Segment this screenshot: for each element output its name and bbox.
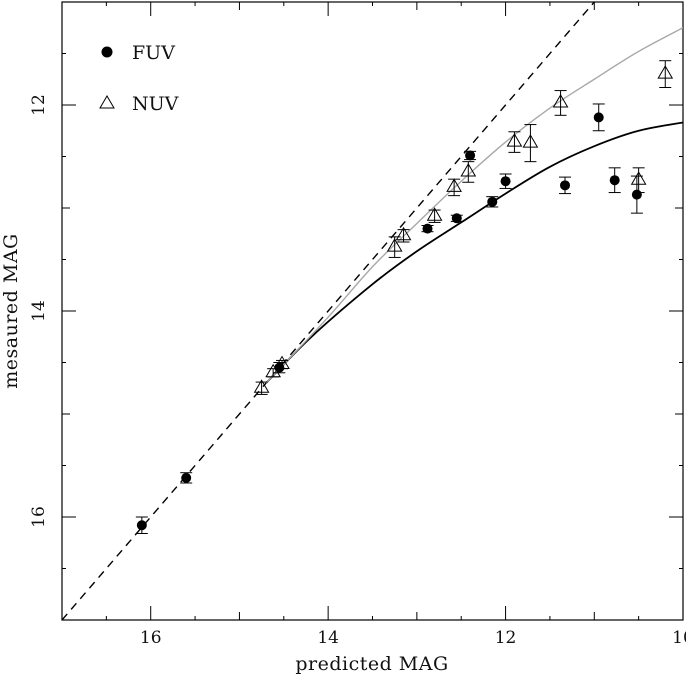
nuv-marker (274, 355, 290, 370)
y-tick-label: 16 (29, 506, 49, 528)
tick-marks (61, 1, 684, 621)
fuv-point (559, 176, 572, 195)
nuv-point (630, 167, 647, 194)
nuv-marker (265, 363, 282, 378)
nuv-marker (386, 238, 403, 252)
NUV-model-line (265, 27, 683, 384)
x-tick-label: 16 (140, 628, 162, 648)
nuv-marker (506, 133, 523, 147)
fuv-marker (451, 213, 462, 224)
nuv-marker (253, 379, 270, 393)
legend-fuv-marker (101, 46, 113, 58)
nuv-point (386, 236, 403, 258)
nuv-marker (552, 93, 569, 108)
nuv-point (552, 90, 569, 116)
fuv-marker (500, 176, 511, 187)
fuv-marker (609, 175, 620, 186)
x-tick-label: 10 (672, 628, 686, 648)
legend-nuv-label: NUV (132, 93, 179, 115)
fuv-marker (631, 189, 642, 200)
nuv-point (522, 124, 539, 163)
nuv-point (395, 226, 412, 243)
nuv-marker (630, 171, 647, 185)
fuv-marker (465, 150, 476, 161)
fuv-point (464, 150, 477, 161)
fuv-point (486, 196, 499, 208)
fuv-point (499, 173, 512, 189)
fuv-marker (181, 472, 192, 483)
y-tick-label: 12 (29, 94, 49, 116)
fuv-point (180, 472, 193, 484)
fuv-marker (487, 196, 498, 207)
fuv-point (450, 213, 463, 224)
y-tick-label: 14 (29, 300, 49, 322)
x-tick-label: 14 (317, 628, 339, 648)
fuv-marker (560, 180, 571, 191)
nuv-point (253, 379, 270, 395)
nuv-point (265, 363, 282, 378)
fuv-point (608, 167, 621, 194)
fuv-marker (593, 112, 604, 123)
fuv-marker (422, 223, 433, 234)
FUV-model-line (265, 121, 683, 384)
nuv-marker (446, 178, 462, 192)
nuv-marker (460, 162, 477, 177)
legend-nuv-marker (99, 95, 115, 109)
fuv-point (592, 103, 605, 132)
fuv-point (421, 223, 434, 234)
x-axis-title: predicted MAG (295, 653, 448, 675)
fuv-point (135, 516, 148, 534)
y-axis-title: mesaured MAG (0, 233, 22, 388)
x-tick-label: 12 (495, 628, 517, 648)
nuv-marker (426, 207, 443, 221)
nuv-marker (522, 134, 539, 148)
tick-labels: 16 14 12 10 12 14 16 (29, 94, 686, 648)
nuv-point (657, 60, 674, 88)
model-lines (62, 2, 683, 620)
nuv-point (446, 178, 462, 197)
fuv-marker (136, 520, 147, 531)
nuv-point (426, 207, 443, 223)
legend-fuv-label: FUV (132, 42, 175, 64)
nuv-point (460, 161, 477, 183)
nuv-point (506, 131, 523, 153)
nuv-point (274, 355, 290, 370)
nuv-marker (657, 65, 674, 79)
data-points (135, 60, 674, 534)
nuv-marker (395, 226, 412, 241)
one-to-one-line (62, 2, 596, 620)
legend: FUV NUV (99, 42, 179, 115)
